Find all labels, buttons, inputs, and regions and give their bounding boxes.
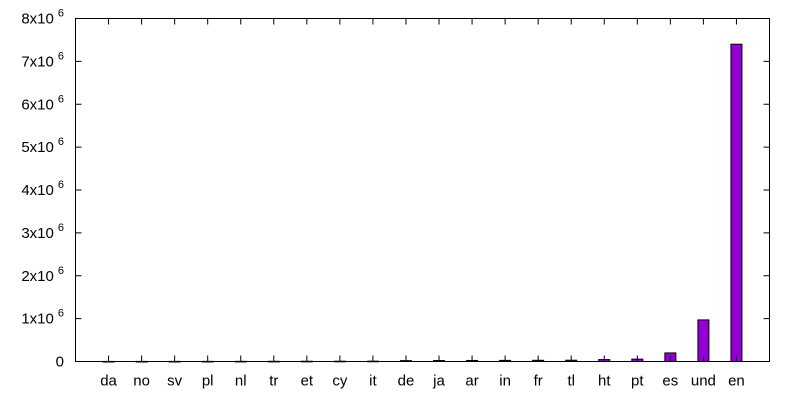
x-tick-label-ar: ar xyxy=(465,373,478,390)
x-tick-label-sv: sv xyxy=(167,373,183,390)
x-tick-label-no: no xyxy=(133,373,150,390)
y-tick-label: 1x10 6 xyxy=(21,308,64,328)
x-tick-label-de: de xyxy=(398,373,415,390)
x-tick-label-en: en xyxy=(728,373,745,390)
x-tick-label-tl: tl xyxy=(567,373,575,390)
plot-border xyxy=(75,18,770,362)
y-tick-label: 5x10 6 xyxy=(21,136,64,156)
y-tick-label: 0 xyxy=(56,354,64,371)
x-tick-label-da: da xyxy=(100,373,117,390)
y-tick-label: 8x10 6 xyxy=(21,8,64,28)
y-tick-label: 4x10 6 xyxy=(21,179,64,199)
x-tick-label-ht: ht xyxy=(598,373,611,390)
y-axis-ticks: 0 1x10 6 2x10 6 3x10 6 4x10 6 5x10 6 6x10 6 7x10 6 8x10… xyxy=(21,8,770,371)
x-tick-label-fr: fr xyxy=(534,373,543,390)
x-tick-label-it: it xyxy=(369,373,377,390)
x-tick-label-cy: cy xyxy=(332,373,348,390)
x-axis-ticks: da no sv pl nl tr et cy it de ja ar in fr tl ht pt es und e… xyxy=(100,18,745,390)
x-tick-label-in: in xyxy=(499,373,511,390)
x-tick-label-et: et xyxy=(301,373,314,390)
x-tick-label-es: es xyxy=(662,373,678,390)
y-tick-label: 7x10 6 xyxy=(21,50,64,70)
x-tick-label-pl: pl xyxy=(202,373,214,390)
x-tick-label-und: und xyxy=(691,373,716,390)
x-tick-label-ja: ja xyxy=(432,373,445,390)
bars-group xyxy=(102,43,743,363)
bar-en xyxy=(730,43,743,362)
y-tick-label: 2x10 6 xyxy=(21,265,64,285)
x-tick-label-pt: pt xyxy=(631,373,644,390)
x-tick-label-nl: nl xyxy=(235,373,247,390)
bar-und xyxy=(697,319,710,363)
x-tick-label-tr: tr xyxy=(269,373,278,390)
y-tick-label: 3x10 6 xyxy=(21,222,64,242)
y-tick-label: 6x10 6 xyxy=(21,93,64,113)
